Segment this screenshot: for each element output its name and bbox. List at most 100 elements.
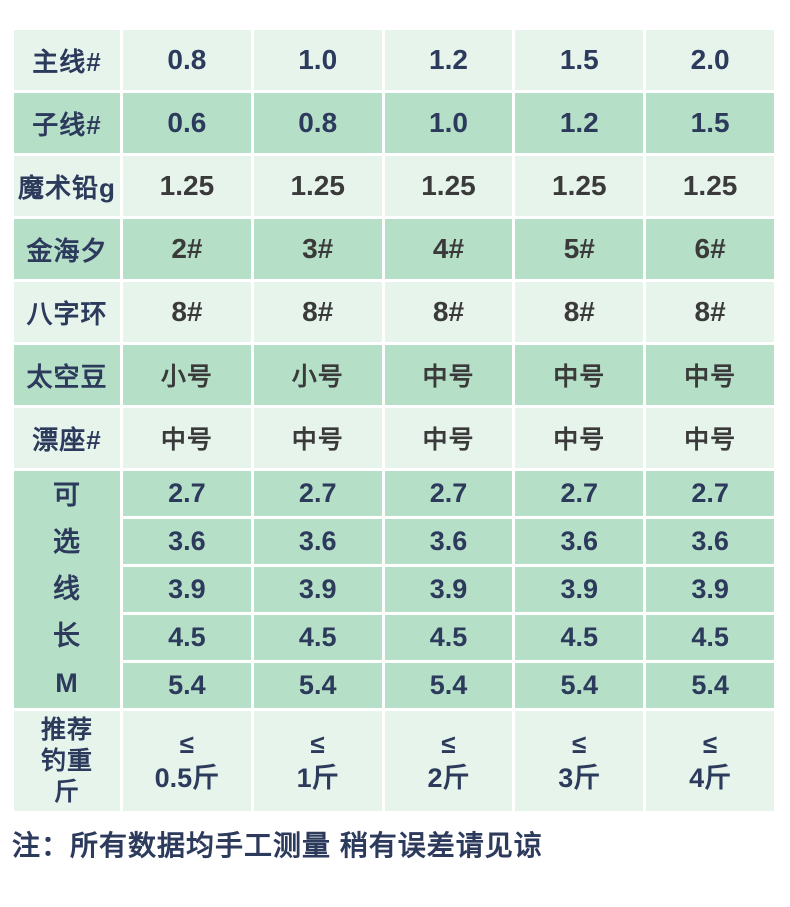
spec-value-cell: 1.25 xyxy=(515,156,644,216)
length-value-cell: 3.9 xyxy=(646,567,774,612)
length-value-cell: 3.6 xyxy=(515,519,644,564)
length-value-cell: 4.5 xyxy=(515,615,644,660)
spec-table: 主线# 0.8 1.0 1.2 1.5 2.0 子线# 0.6 0.8 1.0 1.2 1.5 魔术铅g… xyxy=(11,27,777,814)
row-label: 八字环 xyxy=(14,282,120,342)
length-label-char: 线 xyxy=(53,574,81,604)
spec-value-cell: 1.5 xyxy=(646,93,774,153)
length-label-char: 长 xyxy=(53,621,81,651)
spec-value-cell: 1.25 xyxy=(253,156,382,216)
length-value-cell: 5.4 xyxy=(646,663,774,708)
spec-value-cell: 2# xyxy=(123,219,251,279)
spec-value-cell: 8# xyxy=(646,282,774,342)
spec-value-cell: 小号 xyxy=(253,345,382,405)
row-label: 主线# xyxy=(14,30,120,90)
spec-value-cell: 中号 xyxy=(384,408,513,468)
length-value-cell: 2.7 xyxy=(253,471,382,516)
spec-value-cell: 中号 xyxy=(515,408,644,468)
table-row: 八字环 8# 8# 8# 8# 8# xyxy=(14,282,774,342)
table-row: 主线# 0.8 1.0 1.2 1.5 2.0 xyxy=(14,30,774,90)
row-label: 子线# xyxy=(14,93,120,153)
length-value-cell: 4.5 xyxy=(253,615,382,660)
length-label-char: 选 xyxy=(53,527,81,557)
table-row: 魔术铅g 1.25 1.25 1.25 1.25 1.25 xyxy=(14,156,774,216)
length-value-cell: 3.9 xyxy=(384,567,513,612)
spec-value-cell: 8# xyxy=(253,282,382,342)
spec-value-cell: 1.5 xyxy=(515,30,644,90)
weight-label-line: 推荐 xyxy=(40,715,93,744)
spec-value-cell: 8# xyxy=(384,282,513,342)
weight-value-cell: ≤1斤 xyxy=(253,711,382,811)
weight-row: 推荐 钓重斤 ≤0.5斤 ≤1斤 ≤2斤 ≤3斤 ≤4斤 xyxy=(14,711,774,811)
weight-label-line: 斤 xyxy=(53,777,80,806)
table-row: 太空豆 小号 小号 中号 中号 中号 xyxy=(14,345,774,405)
spec-value-cell: 8# xyxy=(123,282,251,342)
row-label: 魔术铅g xyxy=(14,156,120,216)
less-equal-symbol: ≤ xyxy=(179,729,195,759)
spec-value-cell: 1.0 xyxy=(253,30,382,90)
length-row: 可选线长 M 2.7 2.7 2.7 2.7 2.7 xyxy=(14,471,774,708)
table-row: 金海夕 2# 3# 4# 5# 6# xyxy=(14,219,774,279)
table-row: 子线# 0.6 0.8 1.0 1.2 1.5 xyxy=(14,93,774,153)
less-equal-symbol: ≤ xyxy=(310,729,325,759)
less-equal-symbol: ≤ xyxy=(572,729,587,759)
spec-value-cell: 中号 xyxy=(253,408,382,468)
length-value-cell: 3.6 xyxy=(123,519,251,564)
spec-value-cell: 3# xyxy=(253,219,382,279)
spec-value-cell: 中号 xyxy=(123,408,251,468)
weight-value-cell: ≤3斤 xyxy=(515,711,644,811)
length-value-cell: 2.7 xyxy=(646,471,774,516)
length-value-cell: 2.7 xyxy=(384,471,513,516)
spec-value-cell: 1.0 xyxy=(384,93,513,153)
spec-value-cell: 5# xyxy=(515,219,644,279)
length-value-cell: 3.9 xyxy=(515,567,644,612)
spec-value-cell: 0.6 xyxy=(123,93,251,153)
spec-value-cell: 8# xyxy=(515,282,644,342)
spec-value-cell: 2.0 xyxy=(646,30,774,90)
spec-value-cell: 中号 xyxy=(646,408,774,468)
spec-value-cell: 中号 xyxy=(646,345,774,405)
length-value-cell: 5.4 xyxy=(384,663,513,708)
spec-value-cell: 中号 xyxy=(384,345,513,405)
spec-value-cell: 4# xyxy=(384,219,513,279)
length-label-char: M xyxy=(55,668,79,698)
length-value-cell: 3.6 xyxy=(253,519,382,564)
spec-value-cell: 中号 xyxy=(515,345,644,405)
length-value-cell: 2.7 xyxy=(123,471,251,516)
spec-table-body: 主线# 0.8 1.0 1.2 1.5 2.0 子线# 0.6 0.8 1.0 1.2 1.5 魔术铅g… xyxy=(14,30,774,811)
table-row: 漂座# 中号 中号 中号 中号 中号 xyxy=(14,408,774,468)
weight-label-line: 钓重 xyxy=(40,746,93,775)
spec-value-cell: 1.2 xyxy=(384,30,513,90)
weight-value-text: 4斤 xyxy=(689,763,732,793)
length-value-cell: 5.4 xyxy=(515,663,644,708)
less-equal-symbol: ≤ xyxy=(702,729,718,759)
weight-value-text: 2斤 xyxy=(427,763,470,793)
row-label: 金海夕 xyxy=(14,219,120,279)
length-row: 3.6 3.6 3.6 3.6 3.6 xyxy=(14,519,774,564)
row-label: 太空豆 xyxy=(14,345,120,405)
weight-value-cell: ≤4斤 xyxy=(646,711,774,811)
footnote: 注：所有数据均手工测量 稍有误差请见谅 xyxy=(12,830,543,861)
length-value-cell: 3.6 xyxy=(384,519,513,564)
weight-value-text: 1斤 xyxy=(296,763,339,793)
length-row: 5.4 5.4 5.4 5.4 5.4 xyxy=(14,663,774,708)
length-value-cell: 5.4 xyxy=(253,663,382,708)
row-label: 漂座# xyxy=(14,408,120,468)
spec-value-cell: 1.25 xyxy=(384,156,513,216)
weight-value-text: 0.5斤 xyxy=(154,763,220,793)
spec-value-cell: 6# xyxy=(646,219,774,279)
length-value-cell: 4.5 xyxy=(123,615,251,660)
length-value-cell: 4.5 xyxy=(384,615,513,660)
spec-value-cell: 1.2 xyxy=(515,93,644,153)
weight-row-label: 推荐 钓重斤 xyxy=(14,711,120,811)
length-value-cell: 3.6 xyxy=(646,519,774,564)
spec-value-cell: 1.25 xyxy=(646,156,774,216)
length-value-cell: 3.9 xyxy=(253,567,382,612)
weight-value-cell: ≤0.5斤 xyxy=(123,711,251,811)
length-row: 3.9 3.9 3.9 3.9 3.9 xyxy=(14,567,774,612)
length-row: 4.5 4.5 4.5 4.5 4.5 xyxy=(14,615,774,660)
length-value-cell: 5.4 xyxy=(123,663,251,708)
length-value-cell: 4.5 xyxy=(646,615,774,660)
length-value-cell: 3.9 xyxy=(123,567,251,612)
